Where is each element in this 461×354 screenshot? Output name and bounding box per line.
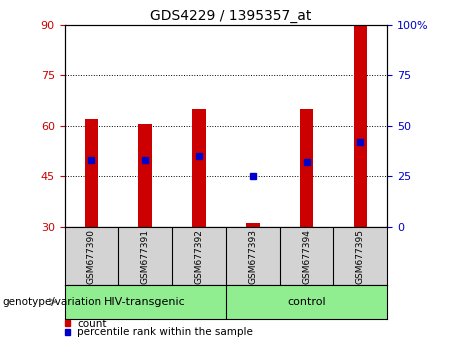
Bar	[354, 25, 367, 227]
Bar	[85, 119, 98, 227]
Text: count: count	[77, 319, 106, 329]
Text: GSM677394: GSM677394	[302, 229, 311, 284]
Text: control: control	[287, 297, 326, 307]
Text: GSM677390: GSM677390	[87, 229, 96, 285]
Bar	[138, 124, 152, 227]
Text: GSM677392: GSM677392	[195, 229, 203, 284]
Text: percentile rank within the sample: percentile rank within the sample	[77, 327, 253, 337]
Bar	[300, 109, 313, 227]
Bar	[192, 109, 206, 227]
Bar	[246, 223, 260, 227]
Text: GSM677393: GSM677393	[248, 229, 257, 285]
Bar	[65, 329, 70, 335]
Text: GDS4229 / 1395357_at: GDS4229 / 1395357_at	[150, 9, 311, 23]
Text: GSM677395: GSM677395	[356, 229, 365, 285]
Bar	[65, 320, 70, 326]
Text: GSM677391: GSM677391	[141, 229, 150, 285]
Text: genotype/variation: genotype/variation	[2, 297, 101, 307]
Text: HIV-transgenic: HIV-transgenic	[104, 297, 186, 307]
